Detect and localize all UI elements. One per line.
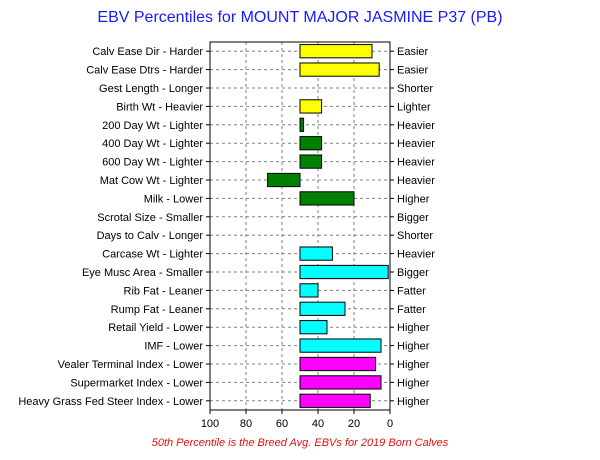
trait-label-right: Higher [397,359,430,371]
trait-label-left: Calv Ease Dir - Harder [92,46,203,58]
trait-label-right: Higher [397,322,430,334]
trait-label-left: Days to Calv - Longer [97,230,204,242]
trait-label-left: 200 Day Wt - Lighter [102,120,203,132]
bar-layer [267,44,389,408]
bar-heavy-grass-fed-steer-index-lower [299,393,371,408]
trait-label-left: 600 Day Wt - Lighter [102,157,203,169]
trait-label-left: IMF - Lower [144,341,203,353]
x-tick-label: 80 [240,418,252,430]
bar-supermarket-index-lower [299,375,382,390]
bar-mat-cow-wt-lighter [267,172,301,188]
trait-label-right: Heavier [397,175,435,187]
grid-layer [209,42,391,410]
trait-label-right: Bigger [397,212,429,224]
bar-eye-musc-area-smaller [299,264,389,280]
label-layer: Calv Ease Dir - Harder Easier Calv Ease Dt… [18,46,435,408]
trait-label-left: Scrotal Size - Smaller [97,212,203,224]
trait-label-right: Higher [397,396,430,408]
x-tick-label: 20 [348,418,360,430]
trait-label-right: Easier [397,46,429,58]
bar-retail-yield-lower [299,320,328,335]
trait-label-left: Gest Length - Longer [99,83,203,95]
trait-label-left: 400 Day Wt - Lighter [102,138,203,150]
trait-label-left: Rib Fat - Leaner [124,285,204,297]
trait-label-left: Retail Yield - Lower [108,322,203,334]
trait-label-left: Vealer Terminal Index - Lower [58,359,204,371]
trait-label-right: Higher [397,341,430,353]
bar-rib-fat-leaner [299,283,319,298]
bar-rump-fat-leaner [299,301,346,316]
bar-400-day-wt-lighter [299,136,323,151]
trait-label-left: Rump Fat - Leaner [111,304,204,316]
x-tick-label: 40 [312,418,324,430]
trait-label-left: Calv Ease Dtrs - Harder [86,65,203,77]
bar-600-day-wt-lighter [299,154,323,169]
trait-label-left: Supermarket Index - Lower [70,377,203,389]
bar-calv-ease-dtrs-harder [299,62,380,77]
x-tick-label: 60 [276,418,288,430]
trait-label-right: Fatter [397,304,426,316]
bar-milk-lower [299,191,355,206]
trait-label-left: Eye Musc Area - Smaller [82,267,203,279]
bar-200-day-wt-lighter [299,117,305,132]
tick-layer: 100 80 60 40 20 0 [201,50,394,430]
x-tick-label: 0 [387,418,393,430]
chart-title: EBV Percentiles for MOUNT MAJOR JASMINE … [97,9,502,26]
bar-vealer-terminal-index-lower [299,356,377,372]
plot-frame [209,41,391,411]
trait-label-right: Heavier [397,138,435,150]
trait-label-right: Heavier [397,249,435,261]
trait-label-right: Lighter [397,101,431,113]
trait-label-right: Heavier [397,120,435,132]
bar-calv-ease-dir-harder [299,44,373,59]
trait-label-left: Carcase Wt - Lighter [102,249,203,261]
trait-label-left: Birth Wt - Heavier [116,101,203,113]
trait-label-left: Milk - Lower [144,193,204,205]
trait-label-right: Bigger [397,267,429,279]
trait-label-right: Higher [397,377,430,389]
trait-label-right: Easier [397,65,429,77]
bar-imf-lower [299,338,382,353]
trait-label-right: Shorter [397,83,433,95]
bar-carcase-wt-lighter [299,246,333,261]
bar-birth-wt-heavier [299,99,323,114]
x-tick-label: 100 [201,418,219,430]
trait-label-left: Heavy Grass Fed Steer Index - Lower [18,396,203,408]
chart-footnote: 50th Percentile is the Breed Avg. EBVs f… [152,437,449,449]
trait-label-right: Heavier [397,157,435,169]
trait-label-left: Mat Cow Wt - Lighter [100,175,204,187]
trait-label-right: Shorter [397,230,433,242]
trait-label-right: Higher [397,193,430,205]
trait-label-right: Fatter [397,285,426,297]
